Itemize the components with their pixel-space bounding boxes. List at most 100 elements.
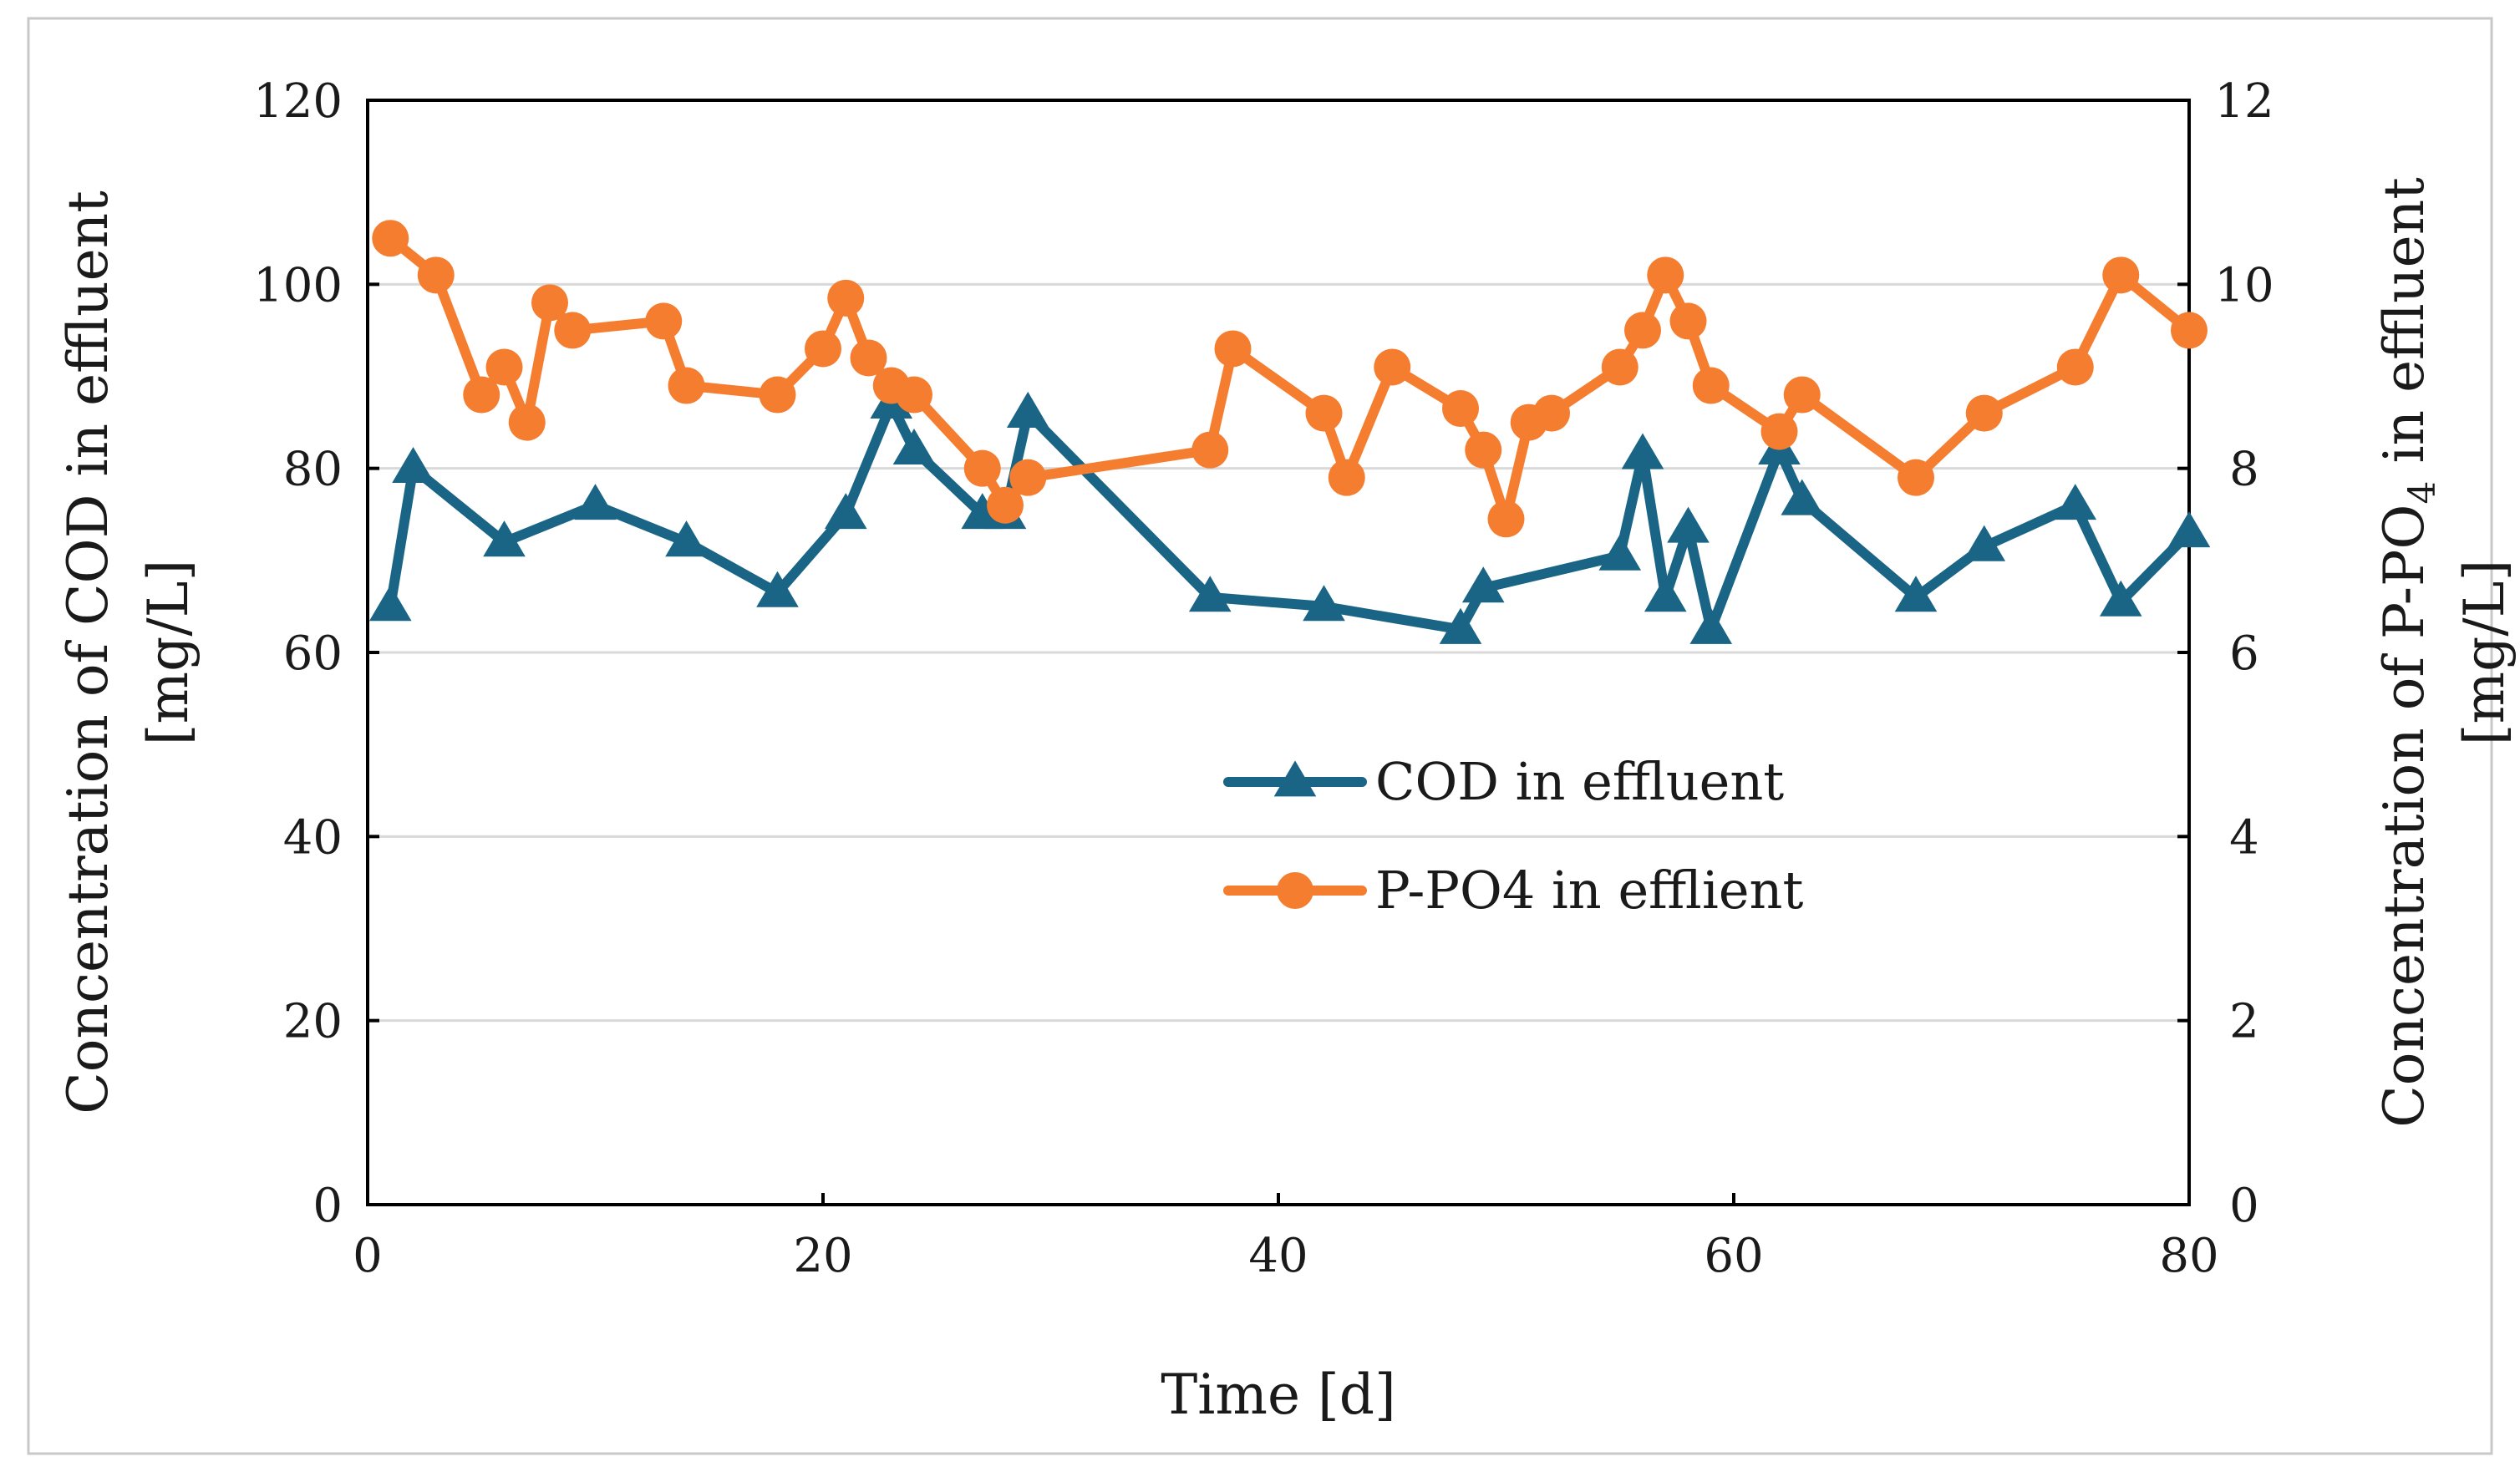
point-ppo4-7	[645, 302, 683, 340]
point-cod-26	[2099, 580, 2142, 617]
y-right-title-subscript: 4	[2401, 480, 2444, 504]
point-ppo4-21	[1328, 459, 1365, 496]
y-left-tick-label-20: 20	[283, 995, 343, 1049]
x-tick-label-80: 80	[2159, 1229, 2218, 1283]
point-ppo4-19	[1214, 330, 1252, 368]
point-ppo4-11	[827, 279, 865, 317]
y-right-axis-title: Concentration of P-PO4 in effluent [mg/L…	[2372, 177, 2517, 1128]
point-ppo4-35	[1898, 459, 1934, 496]
y-right-tick-label-2: 2	[2229, 995, 2259, 1049]
gridlines	[368, 282, 2189, 1023]
y-left-tick-label-0: 0	[312, 1179, 343, 1233]
x-tick-label-0: 0	[353, 1229, 383, 1283]
y-right-axis-ticks: 0 2 4 6 8 10 12	[2177, 74, 2274, 1233]
point-cod-3	[574, 484, 617, 520]
point-ppo4-33	[1760, 413, 1798, 450]
y-right-tick-label-4: 4	[2229, 810, 2259, 865]
point-cod-12	[1188, 576, 1232, 612]
point-ppo4-9	[759, 376, 796, 414]
point-cod-25	[2054, 484, 2097, 520]
point-cod-23	[1894, 576, 1938, 612]
series-ppo4	[372, 220, 2208, 538]
y-right-tick-label-8: 8	[2229, 443, 2259, 497]
point-ppo4-18	[1191, 431, 1229, 469]
y-right-tick-label-12: 12	[2214, 74, 2274, 129]
point-ppo4-20	[1305, 394, 1343, 432]
point-cod-19	[1667, 506, 1710, 543]
point-cod-18	[1644, 576, 1687, 612]
point-cod-17	[1621, 433, 1664, 469]
x-tick-label-20: 20	[793, 1229, 852, 1283]
point-ppo4-15	[963, 449, 1001, 487]
point-ppo4-17	[1009, 459, 1047, 496]
point-cod-0	[368, 585, 412, 622]
y-right-axis-title-line1: Concentration of P-PO4 in effluent	[2372, 177, 2444, 1128]
point-ppo4-4	[508, 404, 546, 441]
point-ppo4-29	[1624, 312, 1661, 349]
point-ppo4-0	[372, 220, 409, 257]
y-right-axis-title-line2: [mg/L]	[2452, 560, 2517, 745]
point-ppo4-28	[1601, 348, 1639, 386]
point-ppo4-22	[1374, 348, 1411, 386]
point-ppo4-5	[531, 284, 568, 322]
legend-cod-triangle-marker	[1273, 760, 1317, 797]
legend-ppo4-label: P-PO4 in efflient	[1375, 860, 1803, 921]
y-left-tick-label-100: 100	[253, 258, 343, 312]
x-axis-ticks: 0 20 40 60 80	[353, 1193, 2219, 1283]
y-left-axis-ticks: 0 20 40 60 80 100 120	[253, 74, 379, 1233]
legend-ppo4-circle-marker	[1277, 872, 1313, 909]
y-left-axis-title: Concentration of COD in effluent [mg/L]	[56, 190, 201, 1114]
point-cod-22	[1781, 479, 1824, 515]
point-cod-11	[1006, 391, 1049, 428]
point-ppo4-38	[2102, 256, 2140, 294]
y-left-axis-title-line2: [mg/L]	[136, 560, 201, 745]
point-ppo4-12	[850, 339, 887, 377]
point-cod-20	[1689, 607, 1733, 644]
point-ppo4-27	[1533, 394, 1570, 432]
point-cod-8	[892, 428, 936, 465]
point-ppo4-14	[896, 376, 932, 414]
point-ppo4-25	[1487, 500, 1525, 538]
point-ppo4-2	[463, 376, 500, 414]
point-cod-14	[1439, 607, 1482, 644]
point-ppo4-3	[485, 348, 523, 386]
legend: COD in effluent P-PO4 in efflient	[1223, 751, 1803, 921]
point-ppo4-34	[1783, 376, 1821, 414]
point-cod-4	[665, 520, 708, 557]
y-left-tick-label-40: 40	[283, 810, 343, 865]
y-right-title-suffix: in effluent	[2372, 177, 2436, 480]
x-tick-label-40: 40	[1248, 1229, 1308, 1283]
x-tick-label-60: 60	[1704, 1229, 1763, 1283]
point-cod-15	[1461, 566, 1505, 603]
series-line-cod	[385, 398, 2194, 635]
point-cod-27	[2167, 511, 2211, 548]
point-cod-5	[756, 571, 799, 607]
x-axis-title: Time [d]	[1161, 1363, 1396, 1427]
point-ppo4-16	[987, 486, 1024, 524]
point-cod-6	[824, 493, 867, 530]
point-ppo4-37	[2056, 348, 2094, 386]
y-left-axis-title-line1: Concentration of COD in effluent	[56, 190, 120, 1114]
series-layer	[368, 220, 2211, 644]
point-ppo4-8	[668, 367, 705, 404]
y-left-tick-label-120: 120	[253, 74, 343, 129]
point-ppo4-1	[417, 256, 455, 294]
point-ppo4-39	[2171, 312, 2208, 349]
y-left-tick-label-80: 80	[283, 443, 343, 497]
y-right-tick-label-6: 6	[2229, 627, 2259, 681]
legend-cod-label: COD in effluent	[1375, 751, 1784, 812]
point-cod-13	[1303, 585, 1345, 622]
point-ppo4-24	[1465, 431, 1502, 469]
point-ppo4-23	[1442, 390, 1479, 428]
y-right-tick-label-0: 0	[2229, 1179, 2259, 1233]
point-cod-24	[1963, 525, 2006, 561]
point-ppo4-36	[1965, 394, 2003, 432]
point-ppo4-6	[554, 312, 592, 349]
point-cod-16	[1598, 534, 1642, 571]
point-cod-2	[483, 520, 526, 557]
series-line-ppo4	[385, 233, 2194, 525]
y-left-tick-label-60: 60	[283, 627, 343, 681]
point-ppo4-31	[1669, 302, 1707, 340]
